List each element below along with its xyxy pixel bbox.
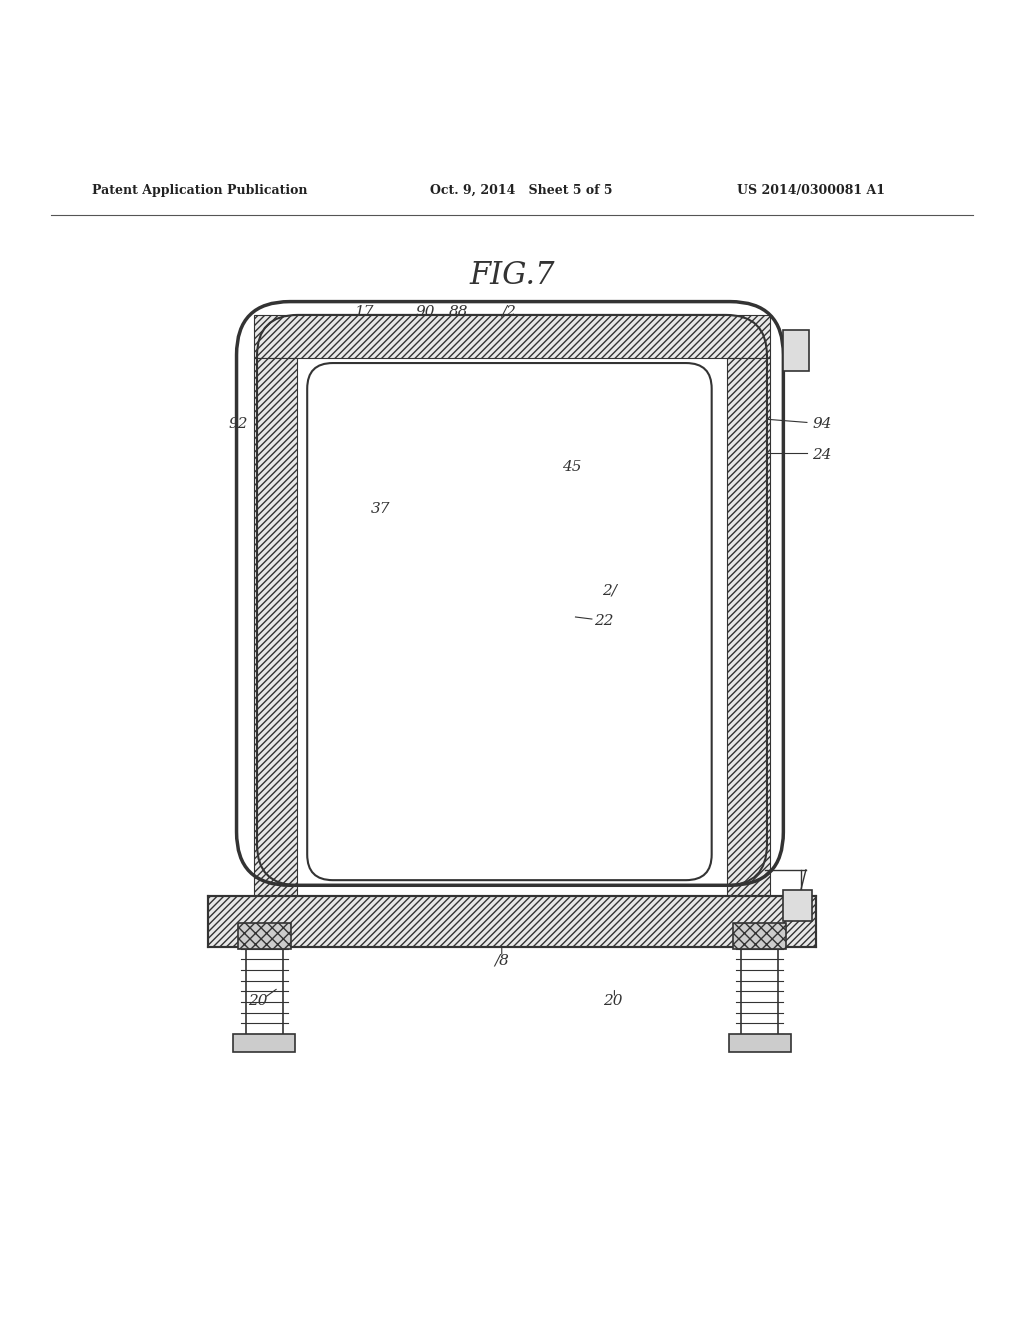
Text: 20: 20 (248, 994, 268, 1008)
Text: Patent Application Publication: Patent Application Publication (92, 183, 307, 197)
Bar (727, 358, 770, 895)
Bar (238, 923, 291, 949)
Text: FIG.7: FIG.7 (469, 260, 555, 292)
Text: 45: 45 (561, 461, 582, 474)
Bar (233, 1034, 295, 1052)
Text: 22: 22 (594, 614, 613, 628)
Text: 20: 20 (602, 994, 623, 1008)
Text: 90: 90 (415, 305, 435, 319)
Text: /8: /8 (495, 953, 509, 968)
Text: 92: 92 (228, 417, 248, 432)
Text: Oct. 9, 2014   Sheet 5 of 5: Oct. 9, 2014 Sheet 5 of 5 (430, 183, 612, 197)
Text: 88: 88 (449, 305, 469, 319)
Text: 37: 37 (371, 503, 391, 516)
Bar (208, 895, 816, 946)
Bar (783, 330, 809, 371)
Text: 17: 17 (354, 305, 375, 319)
Bar (733, 923, 786, 949)
Text: 94: 94 (812, 417, 831, 432)
Bar (254, 358, 297, 895)
Text: US 2014/0300081 A1: US 2014/0300081 A1 (737, 183, 886, 197)
Bar (729, 1034, 791, 1052)
Text: 2/: 2/ (602, 583, 617, 598)
Bar (783, 891, 812, 921)
FancyBboxPatch shape (307, 363, 712, 880)
Text: /2: /2 (502, 305, 516, 319)
Bar (254, 315, 770, 358)
Text: 24: 24 (812, 449, 831, 462)
